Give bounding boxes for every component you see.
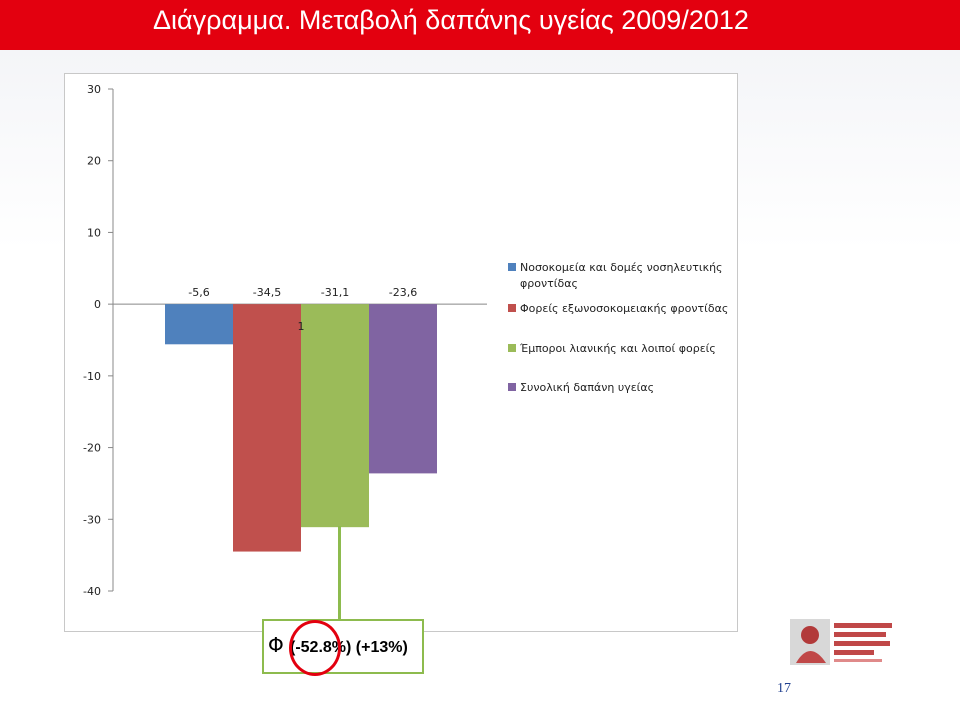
legend-swatch [508, 344, 516, 352]
legend-label: Συνολική δαπάνη υγείας [520, 381, 654, 394]
chart-frame: 30 20 10 0 -10 -20 -30 -40 -5,6 -34,5 -31,1 -23,6 1 Ν… [64, 73, 738, 632]
annotation-symbol: Φ [268, 633, 284, 657]
legend-label: Έμποροι λιανικής και λοιποί φορείς [519, 342, 716, 355]
y-tick-label: -20 [83, 442, 101, 455]
slide-title: Διάγραμμα. Μεταβολή δαπάνης υγείας 2009/… [153, 5, 749, 35]
title-bar: Διάγραμμα. Μεταβολή δαπάνης υγείας 2009/… [0, 0, 960, 50]
bar [301, 304, 369, 528]
legend-swatch [508, 383, 516, 391]
y-tick-label: 20 [87, 155, 101, 168]
legend-label: φροντίδας [520, 277, 578, 290]
highlight-circle [289, 620, 341, 676]
legend-swatch [508, 263, 516, 271]
y-tick-label: -30 [83, 513, 101, 526]
data-label: -5,6 [188, 286, 209, 299]
y-tick-label: 30 [87, 83, 101, 96]
bar [233, 304, 301, 552]
school-logo [790, 619, 892, 665]
y-tick-label: -10 [83, 370, 101, 383]
y-tick-label: -40 [83, 585, 101, 598]
data-label: -31,1 [321, 286, 349, 299]
y-tick-label: 0 [94, 298, 101, 311]
connector-line [338, 526, 341, 620]
data-label: -23,6 [389, 286, 417, 299]
page-number: 17 [777, 681, 791, 696]
bar-chart: 30 20 10 0 -10 -20 -30 -40 -5,6 -34,5 -31,1 -23,6 1 Ν… [83, 83, 728, 598]
legend-label: Φορείς εξωνοσοκομειακής φροντίδας [520, 302, 728, 315]
legend-swatch [508, 304, 516, 312]
bar [369, 304, 437, 474]
data-label: -34,5 [253, 286, 281, 299]
bar [165, 304, 233, 345]
y-tick-label: 10 [87, 226, 101, 239]
category-label: 1 [298, 320, 305, 333]
legend-label: Νοσοκομεία και δομές νοσηλευτικής [520, 261, 723, 274]
